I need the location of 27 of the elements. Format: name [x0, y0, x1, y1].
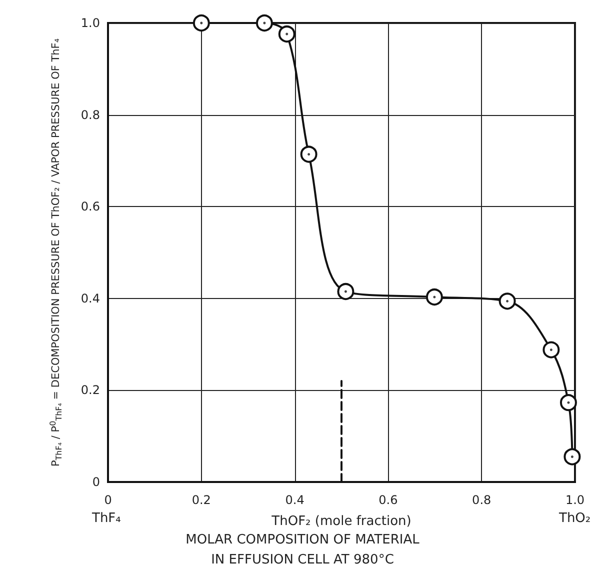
point [192, 14, 210, 32]
x-tick-label: 0.4 [285, 493, 304, 507]
text: ThF₄ [91, 511, 121, 526]
point [560, 394, 577, 412]
y-tick-label: 1.0 [80, 16, 100, 30]
point [300, 146, 318, 163]
x-axis-title: ThOF₂ (mole fraction) [270, 514, 412, 529]
point [564, 448, 581, 466]
x-tick-label: 0.2 [192, 493, 211, 507]
point [278, 26, 296, 43]
y-tick-label: 0.8 [80, 108, 100, 122]
y-tick-label: 0 [92, 475, 100, 489]
x-tick-label: 0.8 [472, 493, 492, 507]
x-tick-label: 0 [104, 493, 112, 507]
point [498, 292, 516, 310]
y-tick-label: 0.4 [80, 291, 100, 306]
y-axis-title: PThF₄ / P0ThF₄ = DECOMPOSITION PRESSURE OF ThOF₂ / VAPOR PRESSURE OF ThF₄ [48, 38, 64, 467]
point [426, 288, 443, 306]
text: MOLAR COMPOSITION OF MATERIAL IN EFFUSION CELL AT 980°C [186, 532, 420, 568]
y-tick-label: 0.2 [80, 383, 100, 398]
point [337, 283, 354, 300]
text: ThO₂ [558, 511, 591, 526]
x-tick-label: 0.6 [378, 493, 398, 507]
x-tick-label: 1.0 [565, 493, 585, 507]
point [542, 341, 560, 358]
point [256, 14, 273, 32]
y-tick-label: 0.6 [80, 200, 100, 214]
